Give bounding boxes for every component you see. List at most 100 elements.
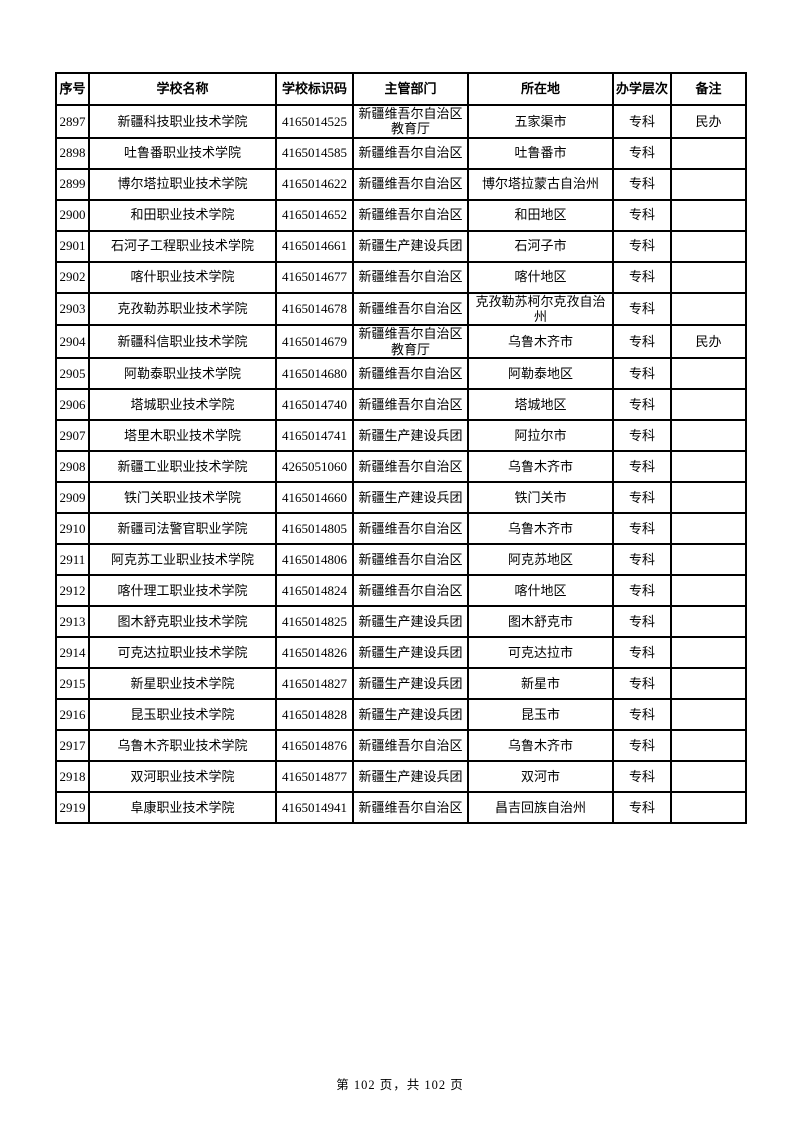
cell-location: 可克达拉市: [467, 635, 614, 669]
cell-level: 专科: [612, 790, 672, 824]
cell-remark: [670, 511, 747, 545]
schools-table-container: 序号 学校名称 学校标识码 主管部门 所在地 办学层次 备注 2897 新疆科技职业技术学院 4…: [55, 72, 747, 824]
table-row: 2903 克孜勒苏职业技术学院 4165014678 新疆维吾尔自治区 克孜勒苏柯尔克孜…: [55, 291, 747, 327]
table-row: 2902 喀什职业技术学院 4165014677 新疆维吾尔自治区 喀什地区 专科: [55, 260, 747, 294]
cell-level: 专科: [612, 229, 672, 263]
cell-school-code: 4165014825: [275, 604, 354, 638]
cell-remark: [670, 635, 747, 669]
cell-location: 克孜勒苏柯尔克孜自治州: [467, 291, 614, 327]
cell-school-code: 4165014824: [275, 573, 354, 607]
cell-index: 2919: [55, 790, 90, 824]
page-footer: 第 102 页，共 102 页: [336, 1078, 464, 1092]
cell-index: 2908: [55, 449, 90, 483]
cell-authority: 新疆维吾尔自治区: [352, 449, 469, 483]
cell-school-code: 4165014877: [275, 759, 354, 793]
cell-school-code: 4165014660: [275, 480, 354, 514]
cell-remark: [670, 291, 747, 327]
cell-level: 专科: [612, 449, 672, 483]
cell-location: 喀什地区: [467, 260, 614, 294]
table-row: 2910 新疆司法警官职业学院 4165014805 新疆维吾尔自治区 乌鲁木齐市 专科: [55, 511, 747, 545]
cell-index: 2905: [55, 356, 90, 390]
cell-school-code: 4165014876: [275, 728, 354, 762]
cell-remark: [670, 136, 747, 170]
cell-school-code: 4165014828: [275, 697, 354, 731]
cell-index: 2917: [55, 728, 90, 762]
cell-location: 图木舒克市: [467, 604, 614, 638]
cell-school-code: 4165014941: [275, 790, 354, 824]
cell-index: 2897: [55, 104, 90, 139]
column-header-level: 办学层次: [612, 72, 672, 106]
cell-index: 2913: [55, 604, 90, 638]
cell-school-name: 新疆司法警官职业学院: [88, 511, 277, 545]
cell-school-name: 铁门关职业技术学院: [88, 480, 277, 514]
cell-index: 2911: [55, 542, 90, 576]
cell-school-name: 阿勒泰职业技术学院: [88, 356, 277, 390]
cell-location: 石河子市: [467, 229, 614, 263]
table-row: 2914 可克达拉职业技术学院 4165014826 新疆生产建设兵团 可克达拉市 专科: [55, 635, 747, 669]
column-header-authority: 主管部门: [352, 72, 469, 106]
cell-location: 昌吉回族自治州: [467, 790, 614, 824]
cell-location: 双河市: [467, 759, 614, 793]
cell-index: 2904: [55, 324, 90, 359]
cell-school-name: 新星职业技术学院: [88, 666, 277, 700]
cell-remark: [670, 480, 747, 514]
cell-level: 专科: [612, 759, 672, 793]
cell-index: 2910: [55, 511, 90, 545]
cell-school-name: 乌鲁木齐职业技术学院: [88, 728, 277, 762]
table-row: 2898 吐鲁番职业技术学院 4165014585 新疆维吾尔自治区 吐鲁番市 专科: [55, 136, 747, 170]
table-row: 2919 阜康职业技术学院 4165014941 新疆维吾尔自治区 昌吉回族自治州 专科: [55, 790, 747, 824]
table-row: 2906 塔城职业技术学院 4165014740 新疆维吾尔自治区 塔城地区 专科: [55, 387, 747, 421]
cell-school-name: 吐鲁番职业技术学院: [88, 136, 277, 170]
cell-school-code: 4165014678: [275, 291, 354, 327]
cell-level: 专科: [612, 167, 672, 201]
cell-school-code: 4165014585: [275, 136, 354, 170]
cell-school-code: 4165014680: [275, 356, 354, 390]
cell-school-name: 新疆科技职业技术学院: [88, 104, 277, 139]
cell-level: 专科: [612, 324, 672, 359]
cell-authority: 新疆维吾尔自治区: [352, 542, 469, 576]
cell-school-name: 新疆科信职业技术学院: [88, 324, 277, 359]
table-row: 2915 新星职业技术学院 4165014827 新疆生产建设兵团 新星市 专科: [55, 666, 747, 700]
cell-remark: 民办: [670, 104, 747, 139]
cell-location: 昆玉市: [467, 697, 614, 731]
cell-location: 乌鲁木齐市: [467, 511, 614, 545]
cell-remark: [670, 666, 747, 700]
cell-school-name: 塔里木职业技术学院: [88, 418, 277, 452]
cell-authority: 新疆维吾尔自治区: [352, 198, 469, 232]
cell-school-code: 4165014679: [275, 324, 354, 359]
cell-school-name: 石河子工程职业技术学院: [88, 229, 277, 263]
cell-level: 专科: [612, 356, 672, 390]
cell-remark: [670, 418, 747, 452]
cell-location: 和田地区: [467, 198, 614, 232]
table-row: 2897 新疆科技职业技术学院 4165014525 新疆维吾尔自治区教育厅 五家渠市专…: [55, 104, 747, 139]
cell-school-code: 4165014652: [275, 198, 354, 232]
cell-school-name: 和田职业技术学院: [88, 198, 277, 232]
column-header-location: 所在地: [467, 72, 614, 106]
cell-index: 2900: [55, 198, 90, 232]
table-row: 2917 乌鲁木齐职业技术学院 4165014876 新疆维吾尔自治区 乌鲁木齐市 专科: [55, 728, 747, 762]
cell-school-name: 塔城职业技术学院: [88, 387, 277, 421]
cell-index: 2914: [55, 635, 90, 669]
table-row: 2905 阿勒泰职业技术学院 4165014680 新疆维吾尔自治区 阿勒泰地区 专科: [55, 356, 747, 390]
cell-location: 博尔塔拉蒙古自治州: [467, 167, 614, 201]
cell-level: 专科: [612, 418, 672, 452]
cell-index: 2902: [55, 260, 90, 294]
cell-location: 铁门关市: [467, 480, 614, 514]
cell-level: 专科: [612, 291, 672, 327]
cell-remark: [670, 229, 747, 263]
table-row: 2913 图木舒克职业技术学院 4165014825 新疆生产建设兵团 图木舒克市 专科: [55, 604, 747, 638]
cell-level: 专科: [612, 198, 672, 232]
cell-school-name: 昆玉职业技术学院: [88, 697, 277, 731]
cell-level: 专科: [612, 728, 672, 762]
cell-level: 专科: [612, 604, 672, 638]
cell-index: 2916: [55, 697, 90, 731]
cell-school-code: 4165014740: [275, 387, 354, 421]
column-header-remark: 备注: [670, 72, 747, 106]
table-row: 2918 双河职业技术学院 4165014877 新疆生产建设兵团 双河市 专科: [55, 759, 747, 793]
cell-school-code: 4165014622: [275, 167, 354, 201]
cell-location: 乌鲁木齐市: [467, 728, 614, 762]
table-row: 2900 和田职业技术学院 4165014652 新疆维吾尔自治区 和田地区 专科: [55, 198, 747, 232]
cell-school-name: 克孜勒苏职业技术学院: [88, 291, 277, 327]
cell-index: 2918: [55, 759, 90, 793]
